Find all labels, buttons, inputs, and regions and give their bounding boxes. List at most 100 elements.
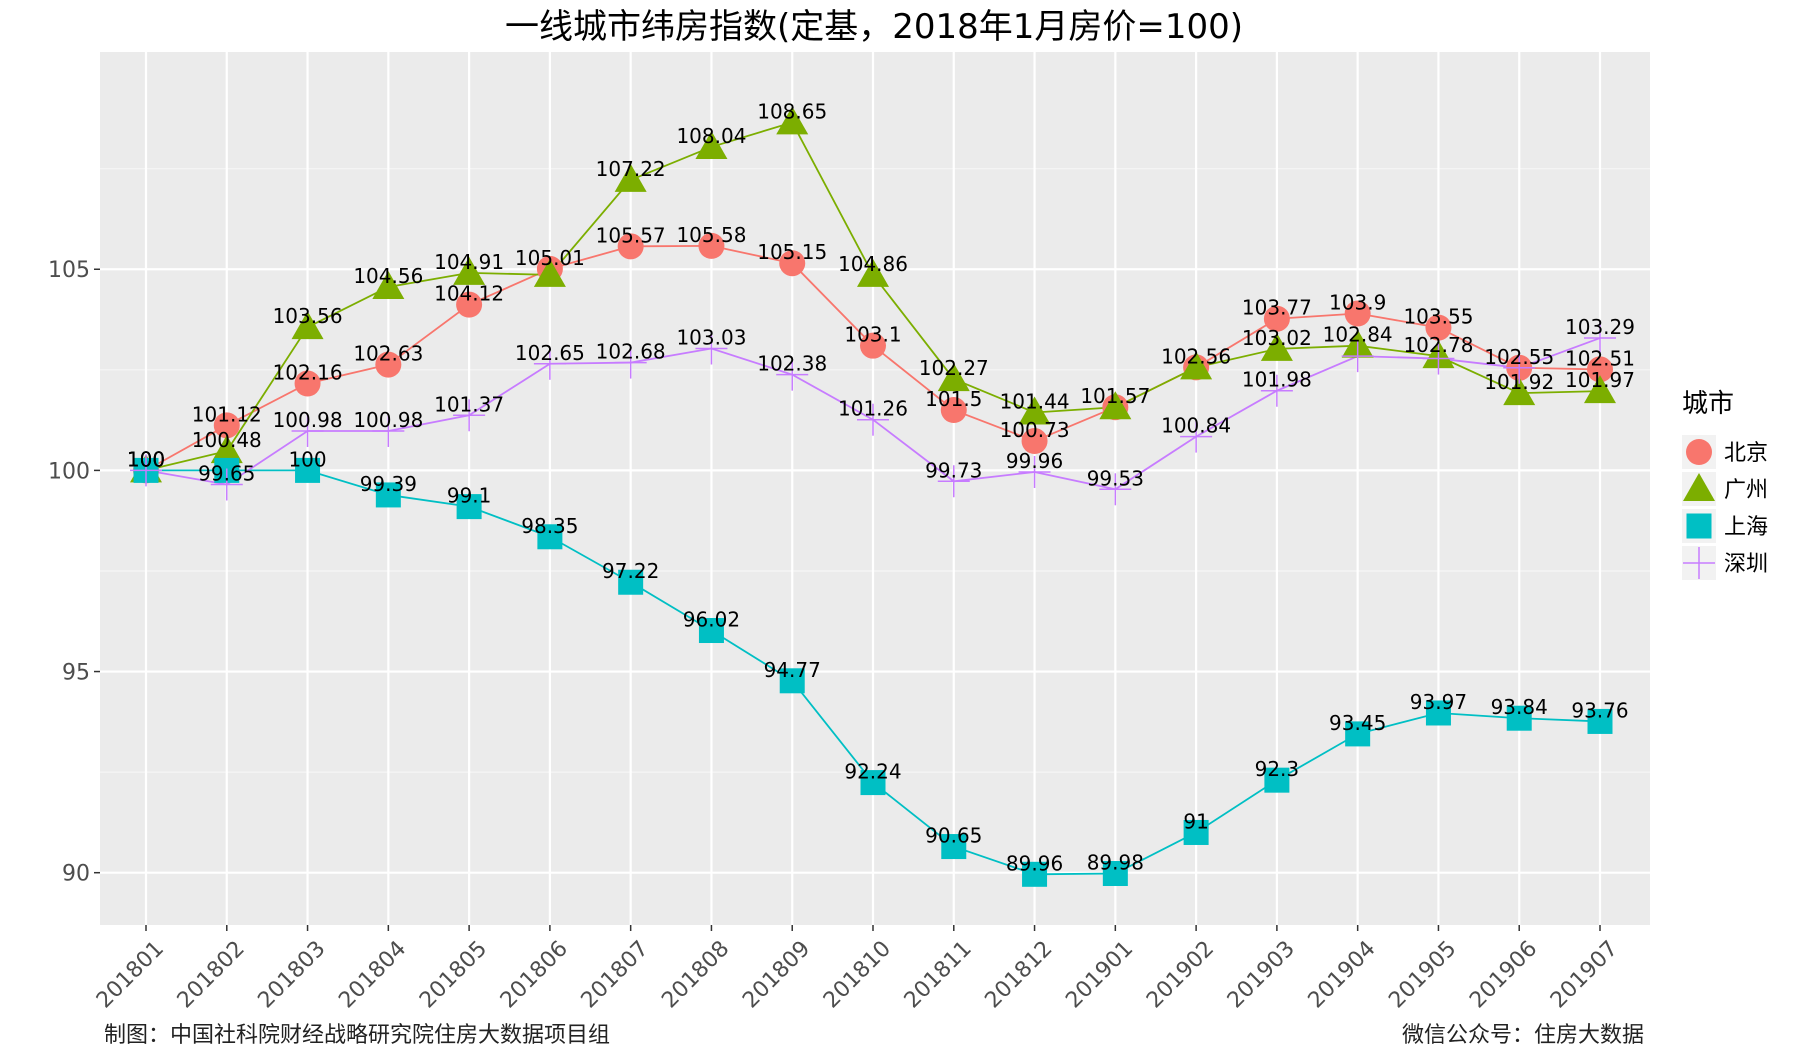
x-tick-label: 201902 (1142, 936, 1219, 1013)
y-tick-label: 100 (48, 459, 90, 484)
series-0-point (213, 412, 240, 439)
series-1-point (453, 256, 486, 285)
series-3-point (130, 454, 162, 487)
series-2-data-label: 99.39 (360, 472, 417, 496)
series-3-data-label: 100.98 (273, 408, 343, 432)
x-tick-label: 201804 (334, 936, 411, 1013)
series-2-point (1102, 861, 1128, 887)
series-0-point (940, 397, 967, 424)
series-3-data-label: 99.73 (925, 458, 982, 482)
x-tick-label: 201806 (496, 936, 573, 1013)
series-3-data-label: 103.29 (1565, 315, 1635, 339)
series-0-data-label: 105.15 (757, 240, 827, 264)
series-2-point (1264, 767, 1290, 793)
series-0-data-label: 102.51 (1565, 346, 1635, 370)
series-2-data-label: 94.77 (764, 658, 821, 682)
series-3-point (1422, 342, 1455, 375)
series-1-point (291, 311, 324, 340)
series-0-data-label: 102.63 (353, 342, 423, 366)
series-1-point (857, 258, 889, 287)
series-1-data-label: 100.48 (192, 428, 262, 452)
footer-credit: 制图：中国社科院财经战略研究院住房大数据项目组 (104, 1023, 611, 1048)
series-3-point (1584, 322, 1616, 355)
series-2-point (1345, 721, 1371, 747)
series-2-point (698, 618, 724, 644)
series-3-point (372, 414, 405, 447)
series-0-data-label: 102.55 (1484, 345, 1554, 369)
series-3-data-label: 99.96 (1006, 449, 1063, 473)
series-3-point (453, 399, 486, 432)
series-3-data-label: 99.53 (1087, 466, 1144, 490)
series-2-point (295, 457, 321, 483)
series-2-point (1506, 705, 1532, 731)
series-3-point (776, 358, 809, 391)
series-1-point (1260, 332, 1293, 361)
x-tick-label: 201803 (253, 936, 330, 1013)
series-2-point (860, 770, 886, 796)
series-3-data-label: 100.98 (353, 408, 423, 432)
series-3-data-label: 102.38 (757, 352, 827, 376)
series-0-point (1425, 314, 1452, 341)
series-3-data-label: 101.98 (1242, 368, 1312, 392)
x-tick-label: 201904 (1304, 936, 1381, 1013)
series-2-point (941, 834, 967, 860)
series-2-data-label: 93.76 (1571, 698, 1628, 722)
series-1-data-label: 101.92 (1484, 370, 1554, 394)
legend-label-2: 上海 (1724, 515, 1768, 540)
series-3-data-label: 102.65 (515, 341, 585, 365)
series-1-point (372, 270, 405, 299)
series-1-point (614, 163, 647, 192)
series-2-data-label: 99.1 (447, 484, 492, 508)
series-2-point (1425, 700, 1451, 726)
series-0-point (1344, 300, 1371, 327)
series-2-data-label: 93.45 (1329, 711, 1386, 735)
series-0-point (860, 332, 886, 359)
series-3-point (291, 414, 324, 447)
series-3-point (1260, 374, 1293, 407)
y-tick-label: 90 (62, 862, 90, 887)
series-1-data-label: 102.78 (1403, 333, 1473, 357)
series-2-point (537, 524, 563, 550)
series-0-point (294, 370, 321, 397)
series-1-data-label: 102.27 (919, 356, 989, 380)
series-0-data-label: 103.9 (1329, 290, 1386, 314)
series-3-point (1018, 456, 1051, 489)
series-3-data-label: 103.03 (676, 325, 746, 349)
legend-key-0 (1686, 439, 1712, 465)
series-1-data-label: 104.56 (353, 264, 423, 288)
series-0-point (375, 351, 402, 378)
series-2-data-label: 93.84 (1491, 695, 1548, 719)
series-2-data-label: 100 (127, 447, 165, 471)
series-3-point (614, 346, 647, 379)
series-2-data-label: 90.65 (925, 824, 982, 848)
series-3-point (1341, 340, 1374, 373)
series-0-point (1263, 305, 1290, 332)
series-1-point (1584, 375, 1616, 404)
legend-title: 城市 (1682, 389, 1734, 419)
legend-label-0: 北京 (1724, 441, 1768, 466)
legend-key-3 (1683, 547, 1715, 579)
x-tick-label: 201906 (1465, 936, 1542, 1013)
series-0-data-label: 102.56 (1161, 344, 1231, 368)
series-2-point (1022, 861, 1048, 887)
series-0-point (698, 232, 725, 259)
x-tick-label: 201812 (980, 936, 1057, 1013)
legend-key-2 (1686, 513, 1712, 539)
series-1-point (210, 435, 243, 464)
series-1-point (695, 130, 728, 159)
series-0-data-label: 100.73 (1000, 418, 1070, 442)
series-3-point (857, 403, 889, 436)
series-0-point (456, 291, 483, 318)
series-0-data-label: 101.12 (192, 402, 262, 426)
series-0-data-label: 105.57 (596, 223, 666, 247)
series-0-point (779, 250, 806, 277)
series-2-point (779, 668, 805, 694)
x-tick-label: 201905 (1384, 936, 1461, 1013)
y-tick-label: 105 (48, 258, 90, 283)
series-3-point (533, 347, 566, 380)
series-1-data-label: 103.02 (1242, 326, 1312, 350)
series-0-data-label: 103.55 (1403, 305, 1473, 329)
x-tick-label: 201811 (900, 936, 977, 1013)
series-1-point (776, 106, 809, 135)
series-1-data-label: 100 (127, 447, 165, 471)
